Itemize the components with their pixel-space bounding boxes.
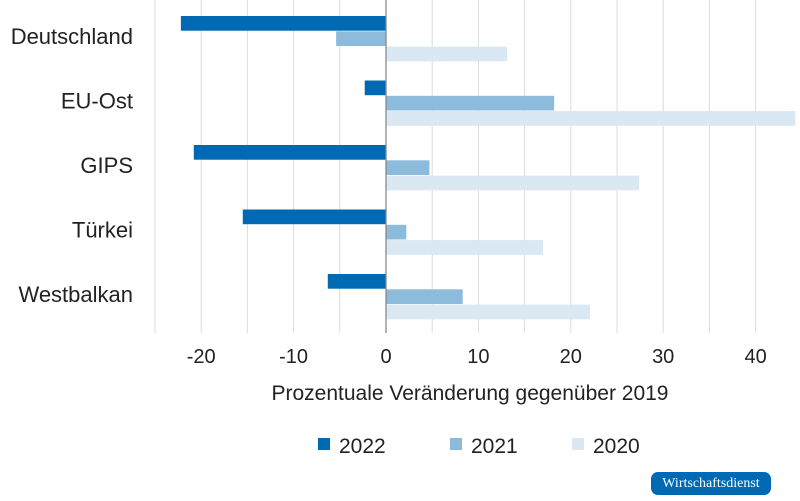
bar-2020 — [386, 240, 544, 255]
bar-2021 — [386, 160, 430, 175]
legend-label-2022: 2022 — [339, 435, 386, 458]
bar-2022 — [180, 16, 386, 31]
bar-2022 — [364, 80, 386, 96]
bar-2021 — [386, 289, 463, 304]
publisher-badge: Wirtschaftsdienst — [651, 472, 771, 495]
bar-2021 — [386, 95, 555, 111]
legend-swatch-2020 — [572, 438, 584, 450]
x-tick-label: 30 — [652, 346, 674, 368]
bar-2022 — [193, 145, 386, 160]
x-tick-label: 40 — [744, 346, 766, 368]
x-tick-label: 0 — [380, 346, 391, 368]
bar-2022 — [242, 209, 386, 225]
x-tick-label: -20 — [187, 346, 216, 368]
category-label: Westbalkan — [18, 282, 133, 307]
legend-label-2021: 2021 — [471, 435, 518, 458]
legend-swatch-2021 — [450, 438, 462, 450]
bar-2020 — [386, 175, 640, 191]
category-label: GIPS — [80, 153, 133, 178]
bar-2021 — [336, 31, 386, 46]
category-label: EU-Ost — [61, 89, 133, 114]
category-label: Deutschland — [11, 24, 133, 49]
legend-label-2020: 2020 — [593, 435, 640, 458]
legend-swatch-2022 — [318, 438, 330, 450]
x-tick-label: 10 — [467, 346, 489, 368]
bar-2020 — [386, 46, 508, 62]
x-tick-label: -10 — [279, 346, 308, 368]
bar-2021 — [386, 224, 407, 240]
category-label: Türkei — [72, 218, 133, 243]
bar-2022 — [327, 274, 386, 289]
bar-2020 — [386, 304, 591, 320]
x-axis-label: Prozentuale Veränderung gegenüber 2019 — [272, 382, 669, 405]
x-tick-label: 20 — [560, 346, 582, 368]
bar-2020 — [386, 111, 796, 126]
